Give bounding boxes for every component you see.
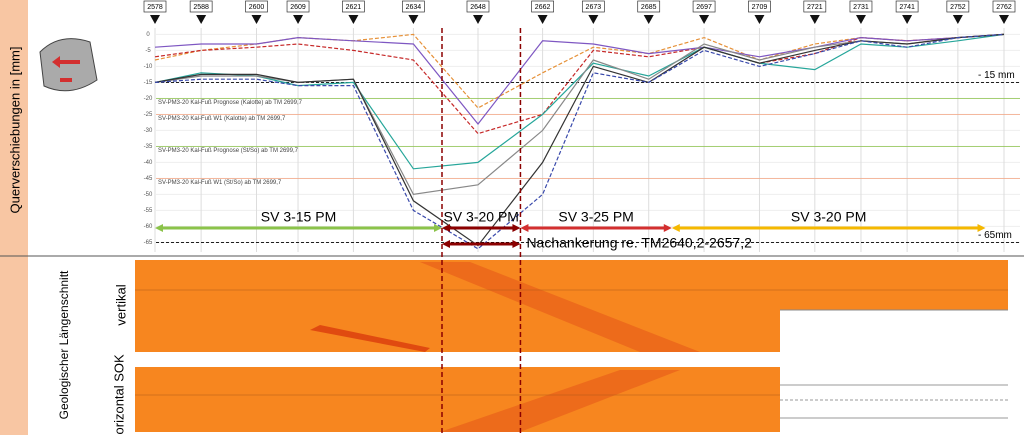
station-marker <box>408 15 419 24</box>
arrow-head <box>441 224 450 232</box>
y-tick-label: -50 <box>144 192 153 198</box>
x-tick-label: 2721 <box>807 4 823 11</box>
section-label: SV 3-25 PM <box>558 209 633 225</box>
station-marker <box>472 15 483 24</box>
station-box <box>748 0 771 13</box>
arrow-head <box>441 240 450 248</box>
y-tick-label: -45 <box>144 176 153 182</box>
x-tick-label: 2662 <box>535 4 551 11</box>
station-box <box>342 0 365 13</box>
series-line <box>154 33 1005 125</box>
station-box <box>849 0 873 13</box>
arrow-head <box>671 224 680 232</box>
station-marker <box>809 15 820 24</box>
series-line <box>154 33 1005 250</box>
x-tick-label: 2578 <box>147 4 163 11</box>
x-tick-label: 2697 <box>696 4 712 11</box>
station-marker <box>855 15 866 24</box>
x-tick-label: 2685 <box>641 4 657 11</box>
reinforcement-label: Nachankerung re. TM2640,2-2657,2 <box>526 235 752 251</box>
series-line <box>154 33 1005 170</box>
y-tick-label: -25 <box>144 112 153 118</box>
reference-label: SV-PM3-20 Kal-Fuß W1 (St/So) ab TM 2699,… <box>158 180 282 186</box>
arrow-head <box>512 224 521 232</box>
reference-label: SV-PM3-20 Kal-Fuß W1 (Kalotte) ab TM 269… <box>158 116 286 122</box>
reference-label: SV-PM3-20 Kal-Fuß Prognose (St/So) ab TM… <box>158 148 299 154</box>
series-line <box>154 33 1005 247</box>
station-marker <box>196 15 207 24</box>
y-tick-label: -65 <box>144 240 153 246</box>
station-marker <box>537 15 548 24</box>
x-tick-label: 2648 <box>470 4 486 11</box>
x-tick-label: 2673 <box>586 4 602 11</box>
arrow-head <box>663 224 672 232</box>
x-tick-label: 2731 <box>853 4 869 11</box>
station-box <box>992 0 1016 13</box>
geology-title: Geologischer Längenschnitt <box>57 270 71 419</box>
station-box <box>245 0 268 13</box>
icon <box>39 38 98 92</box>
section-label: SV 3-15 PM <box>261 209 336 225</box>
station-box <box>466 0 490 13</box>
y-tick-label: -15 <box>144 80 153 86</box>
x-tick-label: 2634 <box>406 4 422 11</box>
arrow-head <box>433 224 442 232</box>
x-tick-label: 2600 <box>249 4 265 11</box>
reference-label: SV-PM3-20 Kal-Fuß Prognose (Kalotte) ab … <box>158 100 303 106</box>
station-box <box>895 0 919 13</box>
y-tick-label: -55 <box>144 208 153 214</box>
arrow-head <box>155 224 163 232</box>
section-label: SV 3-20 PM <box>791 209 866 225</box>
station-marker <box>293 15 304 24</box>
x-tick-label: 2709 <box>752 4 768 11</box>
arrow-head <box>520 224 529 232</box>
x-tick-label: 2621 <box>346 4 362 11</box>
arrow-head <box>512 240 521 248</box>
y-axis-label: Querverschiebungen in [mm] <box>7 47 22 214</box>
station-box <box>637 0 661 13</box>
station-box <box>581 0 605 13</box>
arrow-head <box>977 224 986 232</box>
series-line <box>154 33 1005 135</box>
x-tick-label: 2741 <box>899 4 915 11</box>
station-marker <box>150 15 160 24</box>
station-marker <box>588 15 599 24</box>
station-box <box>143 0 167 13</box>
geology-vertical: vertikal <box>113 284 128 325</box>
y-tick-label: -5 <box>145 48 151 54</box>
station-marker <box>643 15 654 24</box>
station-box <box>946 0 970 13</box>
station-marker <box>952 15 963 24</box>
axis-panel <box>0 0 28 435</box>
reference-label: - 15 mm <box>978 70 1015 81</box>
y-tick-label: -40 <box>144 160 153 166</box>
station-box <box>402 0 425 13</box>
y-tick-label: -20 <box>144 96 153 102</box>
x-tick-label: 2762 <box>996 4 1012 11</box>
x-tick-label: 2609 <box>290 4 306 11</box>
x-tick-label: 2588 <box>193 4 209 11</box>
station-marker <box>348 15 359 24</box>
station-box <box>286 0 310 13</box>
section-label: SV 3-20 PM <box>443 209 518 225</box>
reference-label: - 65mm <box>978 230 1012 241</box>
station-box <box>692 0 716 13</box>
station-box <box>189 0 213 13</box>
x-tick-label: 2752 <box>950 4 966 11</box>
y-tick-label: -60 <box>144 224 153 230</box>
station-marker <box>699 15 710 24</box>
y-tick-label: -35 <box>144 144 153 150</box>
station-box <box>803 0 827 13</box>
station-marker <box>999 15 1009 24</box>
y-tick-label: -30 <box>144 128 153 134</box>
geology-horizontal: horizontal SOK <box>111 354 126 435</box>
y-tick-label: 0 <box>146 32 150 38</box>
station-marker <box>754 15 765 24</box>
station-box <box>531 0 554 13</box>
station-marker <box>251 15 262 24</box>
station-marker <box>902 15 913 24</box>
y-tick-label: -10 <box>144 64 153 70</box>
geology-section <box>135 260 1008 432</box>
